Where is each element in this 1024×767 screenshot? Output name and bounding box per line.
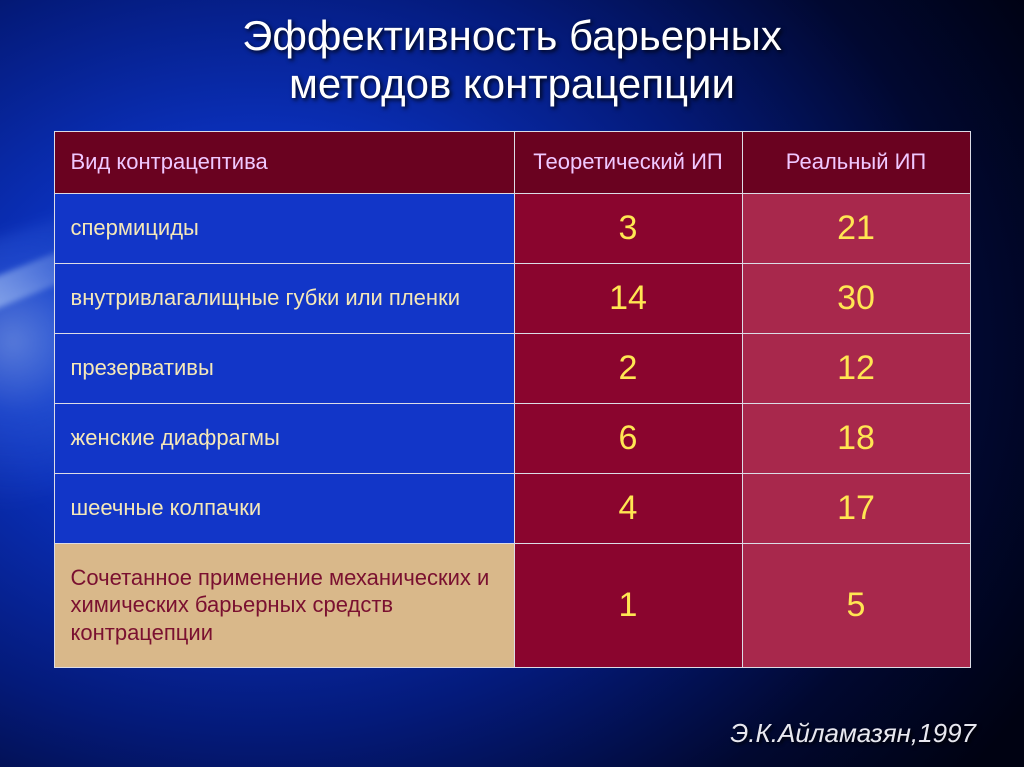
table-row: Сочетанное применение механических и хим… <box>54 543 970 667</box>
title-line-1: Эффективность барьерных <box>242 12 782 59</box>
title-line-2: методов контрацепции <box>289 60 735 107</box>
row-theoretical: 14 <box>514 263 742 333</box>
row-label: Сочетанное применение механических и хим… <box>54 543 514 667</box>
header-real: Реальный ИП <box>742 131 970 193</box>
table-row: презервативы 2 12 <box>54 333 970 403</box>
slide-title: Эффективность барьерных методов контраце… <box>40 12 984 109</box>
table-row: внутривлагалищные губки или пленки 14 30 <box>54 263 970 333</box>
row-label: внутривлагалищные губки или пленки <box>54 263 514 333</box>
row-theoretical: 1 <box>514 543 742 667</box>
row-theoretical: 6 <box>514 403 742 473</box>
row-real: 5 <box>742 543 970 667</box>
row-real: 17 <box>742 473 970 543</box>
row-theoretical: 3 <box>514 193 742 263</box>
table-row: спермициды 3 21 <box>54 193 970 263</box>
row-real: 12 <box>742 333 970 403</box>
table-row: шеечные колпачки 4 17 <box>54 473 970 543</box>
row-label: женские диафрагмы <box>54 403 514 473</box>
row-real: 21 <box>742 193 970 263</box>
row-theoretical: 2 <box>514 333 742 403</box>
table-row: женские диафрагмы 6 18 <box>54 403 970 473</box>
effectiveness-table: Вид контрацептива Теоретический ИП Реаль… <box>54 131 971 668</box>
citation: Э.К.Айламазян,1997 <box>730 718 976 749</box>
row-label: презервативы <box>54 333 514 403</box>
row-real: 30 <box>742 263 970 333</box>
header-theoretical: Теоретический ИП <box>514 131 742 193</box>
header-type: Вид контрацептива <box>54 131 514 193</box>
table-header-row: Вид контрацептива Теоретический ИП Реаль… <box>54 131 970 193</box>
row-label: шеечные колпачки <box>54 473 514 543</box>
row-real: 18 <box>742 403 970 473</box>
slide-container: Эффективность барьерных методов контраце… <box>0 0 1024 767</box>
row-theoretical: 4 <box>514 473 742 543</box>
row-label: спермициды <box>54 193 514 263</box>
